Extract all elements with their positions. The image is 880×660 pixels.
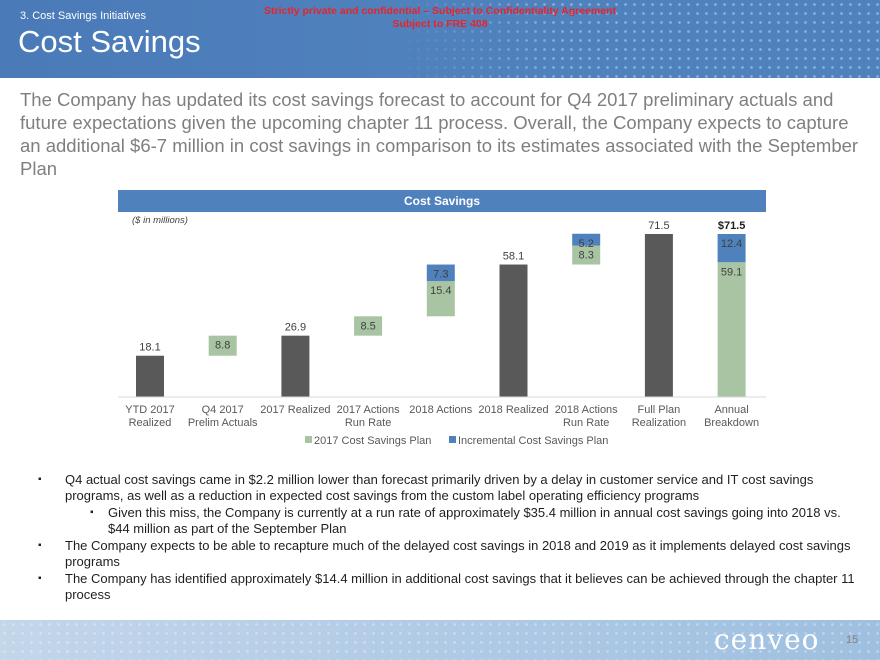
data-label: 26.9 [285,322,306,334]
header-solid-band [0,0,560,78]
data-label: 15.4 [430,285,451,297]
chart-title: Cost Savings [118,190,766,212]
bar-plan-segment [426,281,455,317]
x-tick-label: 2017 Actions [337,404,400,416]
bar-total [499,264,528,397]
bullet-item: The Company expects to be able to recapt… [38,538,858,570]
chart-units-note: ($ in millions) [132,215,188,226]
legend-label: Incremental Cost Savings Plan [458,435,608,447]
page-number: 15 [846,634,859,646]
confidential-line-2: Subject to FRE 408 [392,18,488,30]
bullet-list: Q4 actual cost savings came in $2.2 mill… [38,472,858,604]
bar-plan [354,316,383,336]
intro-paragraph: The Company has updated its cost savings… [20,89,859,179]
section-label: 3. Cost Savings Initiatives [20,10,146,22]
x-tick-label: Full Plan [638,404,681,416]
bar-plan-segment [717,262,746,397]
data-label: 18.1 [139,342,160,354]
data-label: 59.1 [721,266,742,278]
legend-label: 2017 Cost Savings Plan [314,435,431,447]
bar-total [281,335,310,397]
confidential-line-1: Strictly private and confidential – Subj… [263,5,616,17]
x-tick-label: Run Rate [345,417,391,429]
bar-total [644,233,673,397]
header-banner [0,0,880,78]
legend-swatch [449,436,456,443]
bar-incremental-segment [572,233,601,246]
bullet-item: The Company has identified approximately… [38,571,858,603]
x-tick-label: 2018 Actions [555,404,618,416]
x-tick-label: Realization [632,417,686,429]
data-label: 5.2 [579,238,594,250]
x-tick-label: 2018 Actions [409,404,472,416]
page-title: Cost Savings [18,24,201,59]
x-tick-label: Prelim Actuals [188,417,258,429]
footer-band [0,620,880,660]
data-label: 7.3 [433,269,448,281]
bar-total [136,355,164,397]
legend-swatch [305,436,312,443]
chart-plot: 18.1 8.8 26.9 8.5 15.4 7.3 58.1 8.35.2 71.5 59.1 1… [118,220,766,447]
bar-plan [208,335,237,356]
cenveo-logo: cenveo [714,623,820,656]
x-tick-label: Annual [714,404,748,416]
bar-incremental-segment [426,264,455,282]
data-label: 8.3 [579,250,594,262]
data-label-total: $71.5 [718,220,746,232]
cost-savings-chart: Cost Savings ($ in millions) 18.1 8.8 26.9… [118,190,766,455]
data-label: 58.1 [503,251,524,263]
data-label: 71.5 [648,220,669,232]
x-tick-label: Run Rate [563,417,609,429]
data-label: 8.5 [360,320,375,332]
x-tick-label: Breakdown [704,417,759,429]
data-label: 8.8 [215,340,230,352]
x-tick-label: Realized [129,417,172,429]
bar-incremental-segment [717,233,746,263]
data-label: 12.4 [721,238,742,250]
x-tick-label: YTD 2017 [125,404,175,416]
x-tick-label: 2018 Realized [478,404,548,416]
confidential-notice: Strictly private and confidential – Subj… [240,5,640,31]
bullet-subitem: Given this miss, the Company is currentl… [38,505,858,537]
bullet-item: Q4 actual cost savings came in $2.2 mill… [38,472,858,504]
bar-plan-segment [572,245,601,265]
x-tick-label: 2017 Realized [260,404,330,416]
x-tick-label: Q4 2017 [202,404,244,416]
